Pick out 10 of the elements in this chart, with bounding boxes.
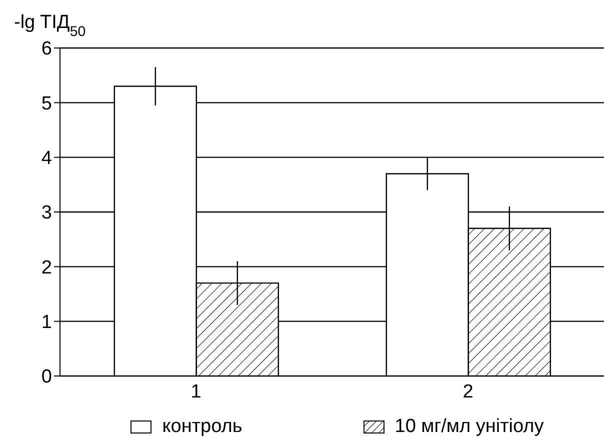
y-tick-label: 6 [41,38,52,60]
text: 10 мг/мл унітіолу [394,416,544,438]
y-tick-label: 4 [41,148,52,170]
y-tick-label: 5 [41,93,52,114]
y-tick-label: 2 [41,257,52,278]
legend-label: контроль [162,416,242,438]
y-tick-label: 0 [41,366,52,388]
y-axis-title: -lg TIД$_{50}$ [14,12,86,40]
y-tick-label: 1 [41,312,52,334]
y-tick-label: 3 [41,202,52,224]
